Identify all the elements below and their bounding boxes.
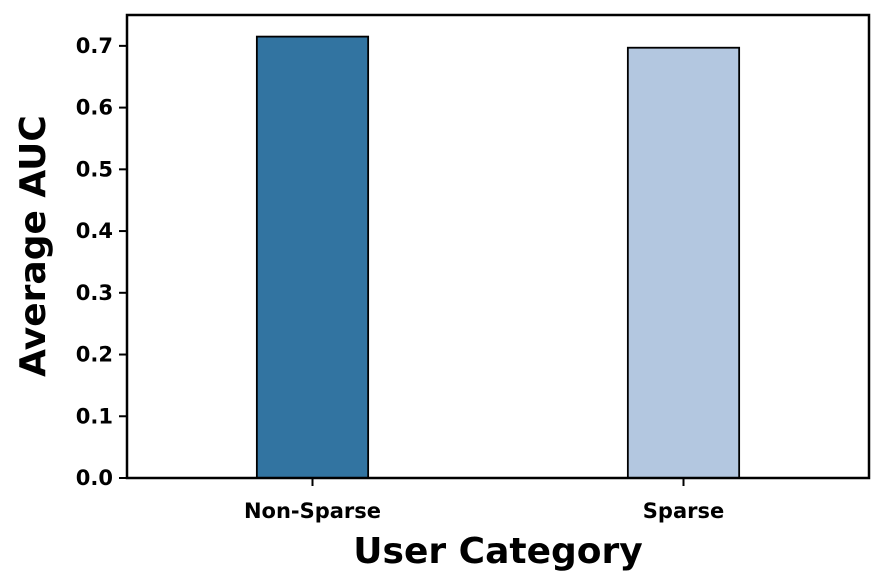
bar — [626, 46, 741, 479]
y-tick-label: 0.5 — [76, 157, 113, 181]
x-tick-label: Non-Sparse — [244, 499, 381, 523]
bar — [255, 35, 370, 479]
y-tick-label: 0.1 — [76, 404, 113, 428]
y-tick-label: 0.0 — [76, 466, 113, 490]
plot-frame — [125, 13, 871, 480]
y-tick-label: 0.7 — [76, 34, 113, 58]
x-tick-label: Sparse — [643, 499, 724, 523]
y-tick-label: 0.3 — [76, 281, 113, 305]
x-axis-label: User Category — [353, 531, 642, 572]
y-tick-label: 0.2 — [76, 343, 113, 367]
y-tick-label: 0.6 — [76, 96, 113, 120]
y-axis-label: Average AUC — [13, 115, 54, 377]
y-tick-label: 0.4 — [76, 219, 113, 243]
